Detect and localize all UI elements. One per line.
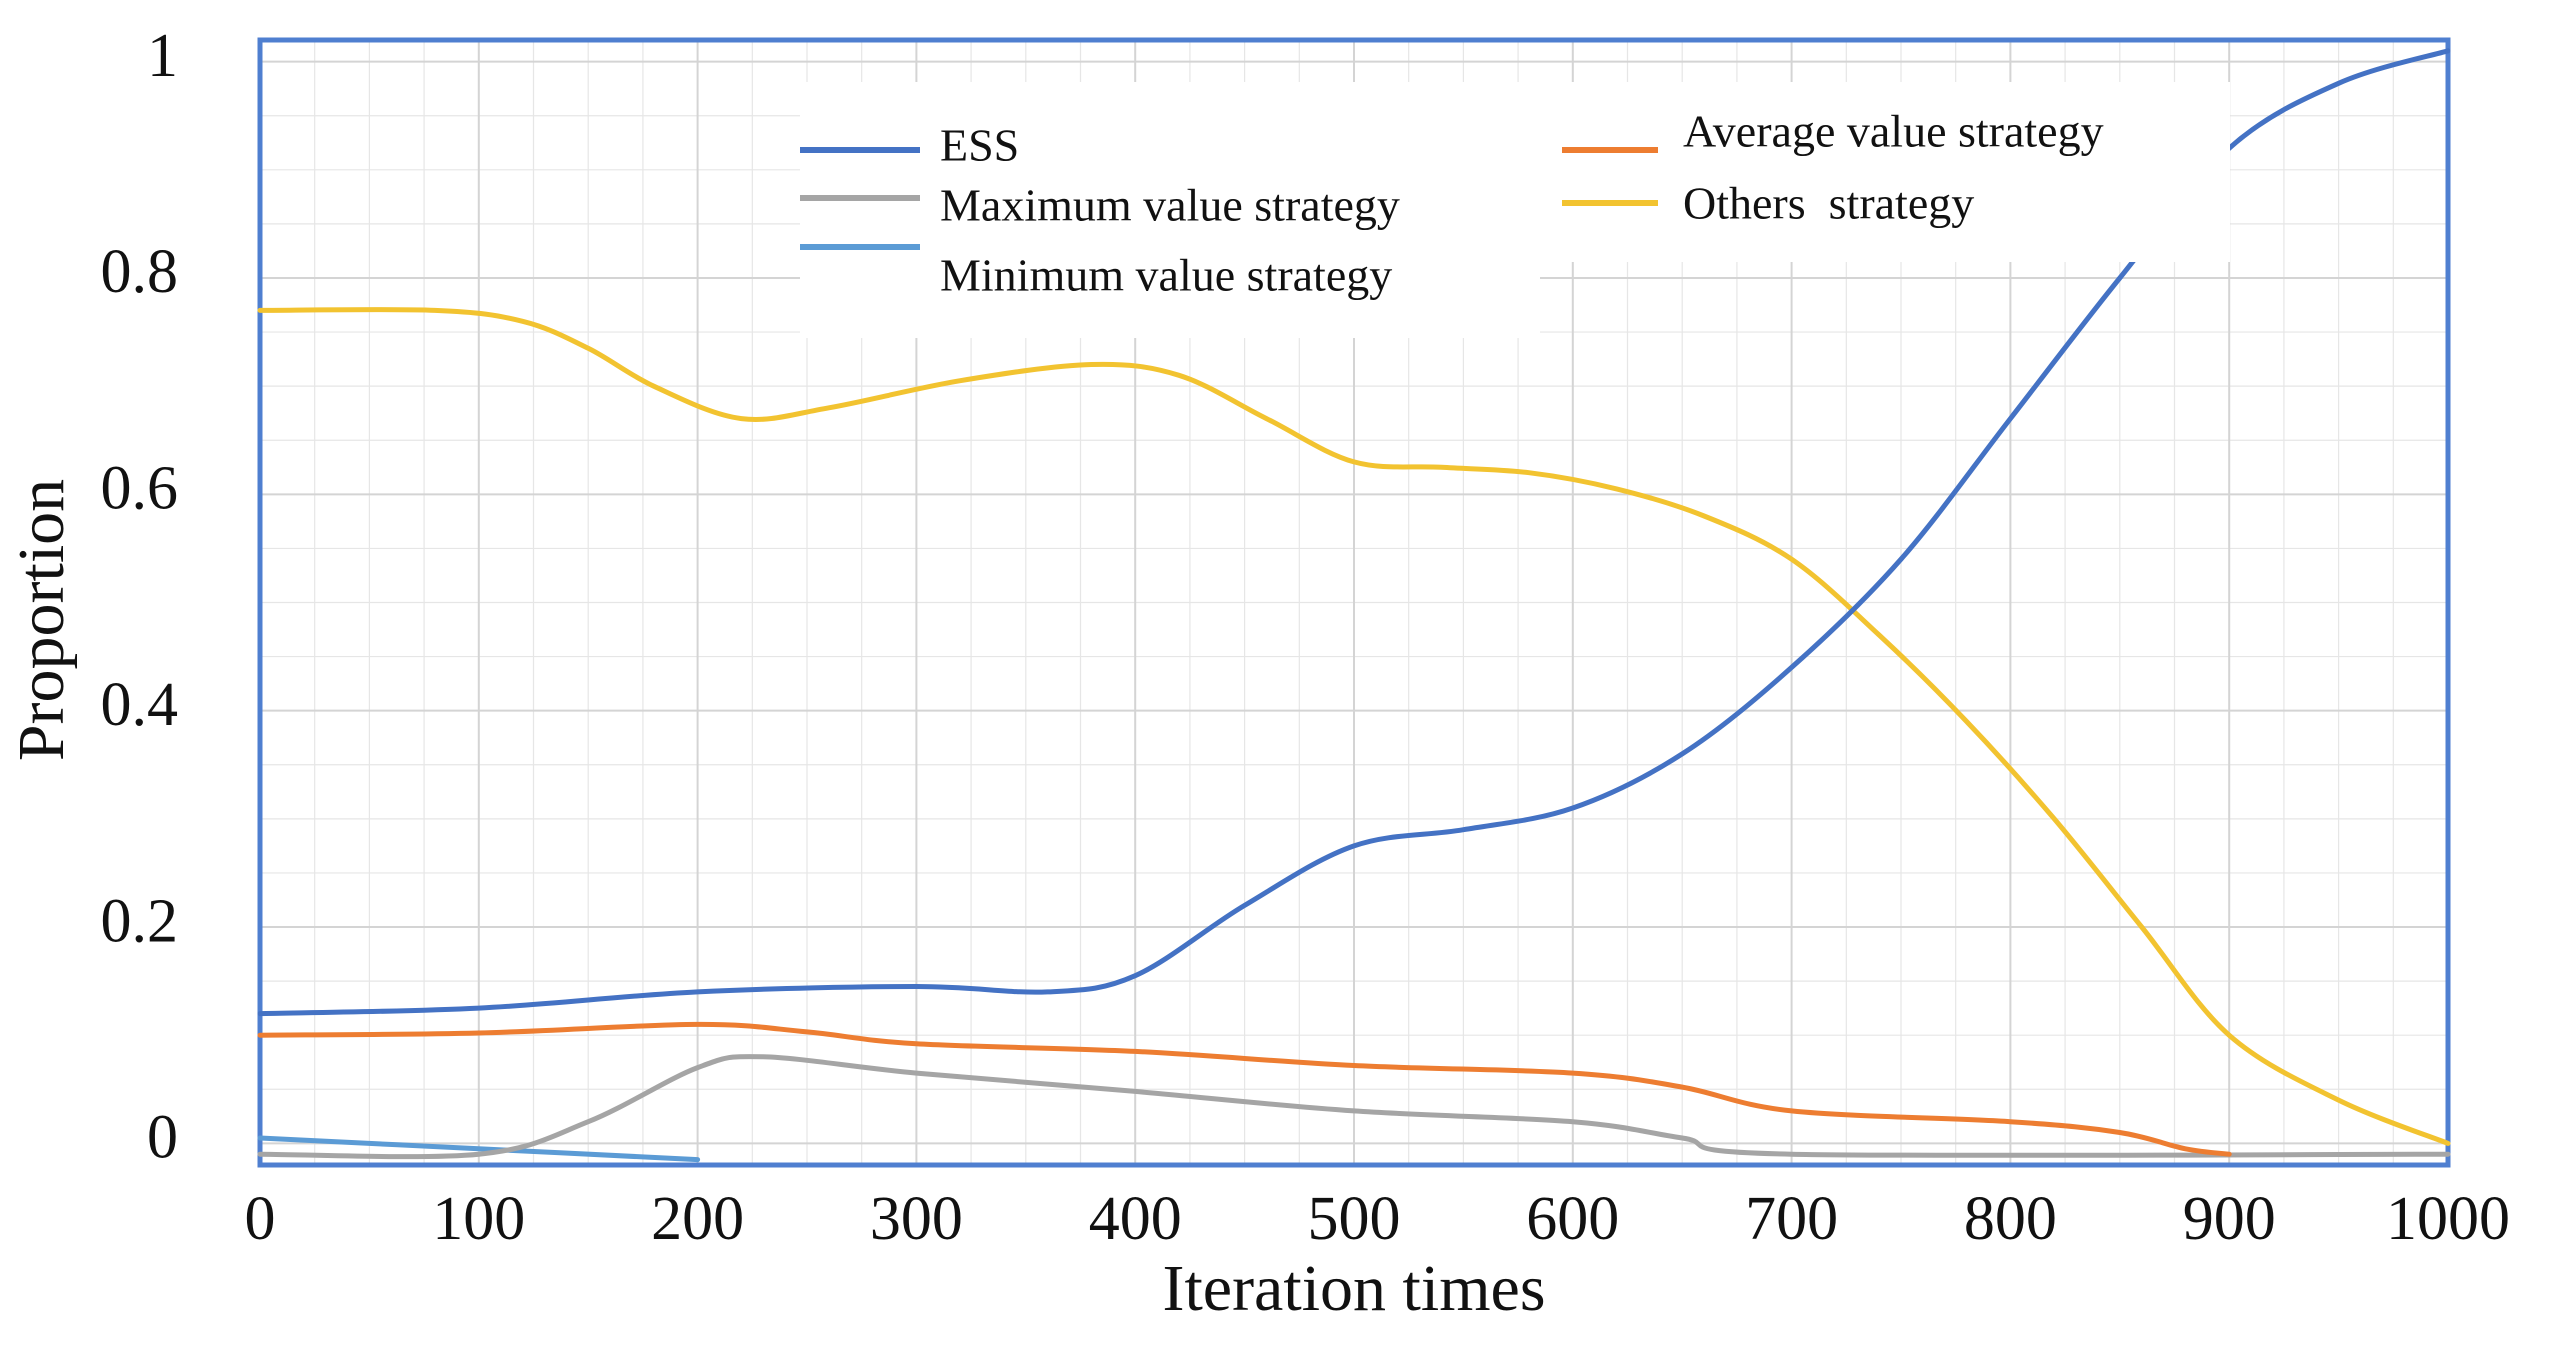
x-tick-label: 1000 [2386, 1185, 2510, 1253]
plot-frame [257, 37, 2451, 1168]
series-line-average-value-strategy [257, 1021, 2232, 1157]
series-line-minimum-value-strategy [257, 1135, 701, 1163]
legend-box-left [800, 82, 1540, 338]
x-tick-label: 900 [2183, 1185, 2276, 1253]
x-tick-label: 300 [870, 1185, 963, 1253]
legend-label-minimum-value-strategy: Minimum value strategy [940, 250, 1392, 301]
y-tick-label: 0.8 [101, 238, 179, 306]
grid [259, 40, 2449, 1165]
y-tick-label: 0.2 [101, 887, 179, 955]
y-tick-label: 1 [147, 22, 178, 90]
legend-label-others-strategy: Others strategy [1683, 178, 1974, 229]
y-tick-label: 0 [147, 1104, 178, 1172]
legend: ESS Maximum value strategy Minimum value… [800, 82, 2230, 338]
series-line-maximum-value-strategy [257, 1054, 2451, 1160]
x-tick-label: 400 [1089, 1185, 1182, 1253]
y-axis-title: Proportion [5, 479, 78, 761]
y-axis-ticks: 0 0.2 0.4 0.6 0.8 1 [101, 22, 179, 1172]
legend-box-right [1540, 82, 2230, 262]
legend-label-ess: ESS [940, 120, 1019, 171]
x-tick-label: 700 [1745, 1185, 1838, 1253]
y-tick-label: 0.4 [101, 671, 179, 739]
series-line-others-strategy [257, 307, 2451, 1146]
x-tick-label: 200 [651, 1185, 744, 1253]
x-tick-label: 600 [1526, 1185, 1619, 1253]
series-lines [257, 48, 2451, 1163]
x-tick-label: 800 [1964, 1185, 2057, 1253]
x-tick-label: 0 [245, 1185, 276, 1253]
x-axis-ticks: 0 100 200 300 400 500 600 700 800 900 1000 [245, 1185, 2511, 1253]
legend-label-maximum-value-strategy: Maximum value strategy [940, 180, 1400, 231]
x-axis-title: Iteration times [1162, 1252, 1545, 1325]
x-tick-label: 100 [432, 1185, 525, 1253]
series-line-ess [257, 48, 2451, 1017]
x-tick-label: 500 [1308, 1185, 1401, 1253]
y-tick-label: 0.6 [101, 455, 179, 523]
legend-label-average-value-strategy: Average value strategy [1683, 106, 2104, 157]
